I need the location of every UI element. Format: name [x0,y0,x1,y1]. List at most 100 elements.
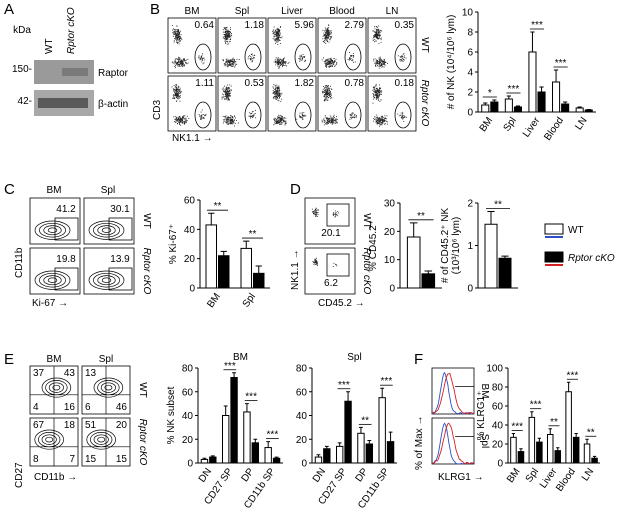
dot [182,64,184,66]
dot [380,94,382,95]
dot [223,96,225,98]
dot [178,121,180,123]
dot [323,96,325,98]
dot [324,93,326,95]
bar [344,400,352,464]
dot [351,59,352,61]
dot [330,91,331,92]
dot [183,117,185,119]
dot [176,98,178,99]
dot [326,96,328,97]
dot [176,91,178,93]
quadrant-value: 46 [116,402,128,413]
dot [176,38,178,40]
dot [328,63,330,65]
dot [384,117,386,119]
dot [178,89,180,90]
dot [225,96,227,98]
significance: *** [567,370,579,381]
dot [316,212,317,214]
dot [403,59,404,61]
dot [278,89,280,91]
dot [232,118,234,120]
blot-band [62,68,88,76]
dot [332,118,334,120]
dot [278,38,280,40]
dot [178,65,180,67]
dot [376,94,378,96]
error-bar [337,442,342,447]
dot [375,120,377,122]
dot [376,121,378,123]
dot [356,115,357,117]
dot [328,25,330,26]
dot [333,114,335,116]
quadrant-value: 13 [85,368,97,379]
dot [236,58,238,60]
dot [373,35,375,37]
dot [179,64,180,66]
dot [175,90,176,91]
dot [329,62,331,64]
dot [184,58,185,60]
dot [377,95,379,96]
dot [226,40,227,42]
dot [187,115,188,117]
dot [227,41,229,42]
dot [232,62,234,63]
dot [276,33,278,35]
dot [325,86,327,88]
dot [327,32,329,34]
bar [536,441,543,464]
dot [286,65,287,67]
dot [223,120,225,122]
dot [314,214,316,216]
dot [317,214,319,216]
dot [403,53,405,54]
dot [373,89,375,90]
dot [178,116,180,118]
dot [351,117,353,118]
dot [329,30,331,32]
significance: *** [511,422,523,433]
dot [273,32,275,34]
dot [317,209,319,211]
dot [328,94,330,96]
dot [325,98,327,100]
bar [386,441,395,464]
dot [224,32,226,33]
error-bar [539,86,544,92]
dot [349,118,351,120]
dot [181,37,182,39]
gate-value: 5.96 [295,20,315,31]
dot [327,59,329,60]
dot [225,117,227,119]
dot [176,41,178,43]
dot [326,38,328,40]
dot [177,36,179,38]
column-header: BM [185,6,200,17]
dot [282,121,284,123]
dot [378,89,380,91]
dot [329,92,331,93]
chart-title: Spl [347,352,361,363]
dot [347,59,349,60]
dot [279,89,281,91]
dot [276,38,277,40]
dot [183,121,185,123]
dot [327,30,328,32]
dot [225,63,227,65]
dot [315,214,317,216]
dot [230,90,232,92]
dot [225,87,227,89]
dot [374,31,376,33]
dot [377,38,379,40]
dot [226,26,228,28]
dot [227,30,229,32]
gate-value: 1.11 [195,78,214,89]
dot [277,44,279,45]
dot [283,64,284,66]
dot [328,24,330,26]
dot [376,91,377,93]
dot [327,122,328,123]
